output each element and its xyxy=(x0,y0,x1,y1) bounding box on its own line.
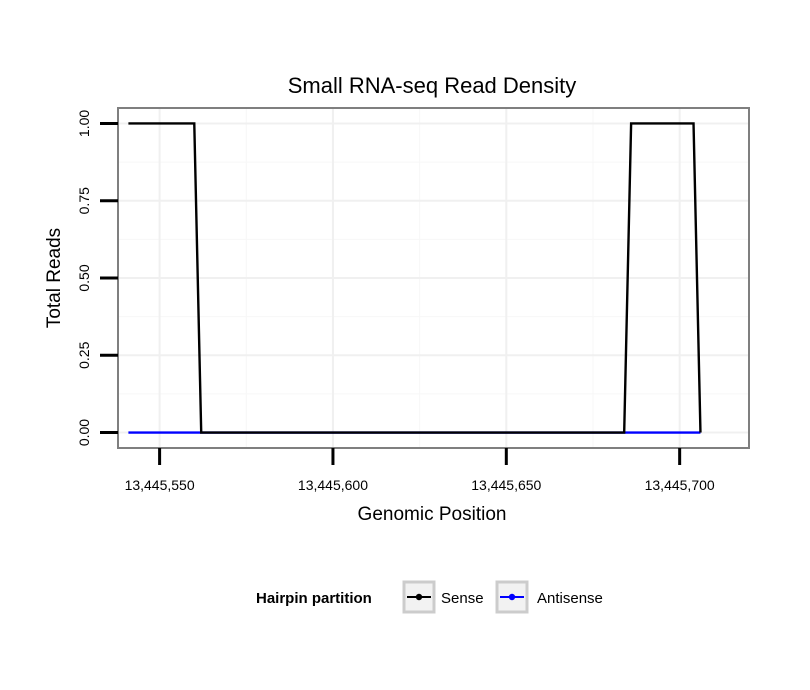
x-tick-label: 13,445,550 xyxy=(125,477,195,493)
y-axis-title: Total Reads xyxy=(44,228,65,328)
legend-item-sense: Sense xyxy=(402,580,484,614)
legend-item-antisense: Antisense xyxy=(495,580,603,614)
x-tick-label: 13,445,600 xyxy=(298,477,368,493)
legend: Hairpin partition Sense Antisense xyxy=(256,580,603,614)
y-tick-label: 1.00 xyxy=(76,110,92,137)
y-axis: 0.00 0.25 0.50 0.75 1.00 xyxy=(76,110,118,446)
y-tick-label: 0.25 xyxy=(76,341,92,368)
legend-title: Hairpin partition xyxy=(256,590,372,607)
series-line-sense xyxy=(128,122,702,434)
legend-label-sense: Sense xyxy=(441,590,484,607)
y-tick-label: 0.00 xyxy=(76,419,92,446)
grid xyxy=(118,108,749,448)
legend-point-antisense xyxy=(508,593,516,601)
series-layer xyxy=(128,122,702,434)
y-tick-label: 0.50 xyxy=(76,264,92,291)
x-axis: 13,445,550 13,445,600 13,445,650 13,445,700 xyxy=(125,448,715,493)
legend-label-antisense: Antisense xyxy=(537,590,603,607)
y-tick-label: 0.75 xyxy=(76,187,92,214)
chart-title: Small RNA-seq Read Density xyxy=(288,73,577,98)
legend-point-sense xyxy=(415,593,423,601)
x-tick-label: 13,445,650 xyxy=(471,477,541,493)
legend-key-antisense xyxy=(495,580,529,614)
x-axis-title: Genomic Position xyxy=(358,504,507,525)
x-tick-label: 13,445,700 xyxy=(645,477,715,493)
